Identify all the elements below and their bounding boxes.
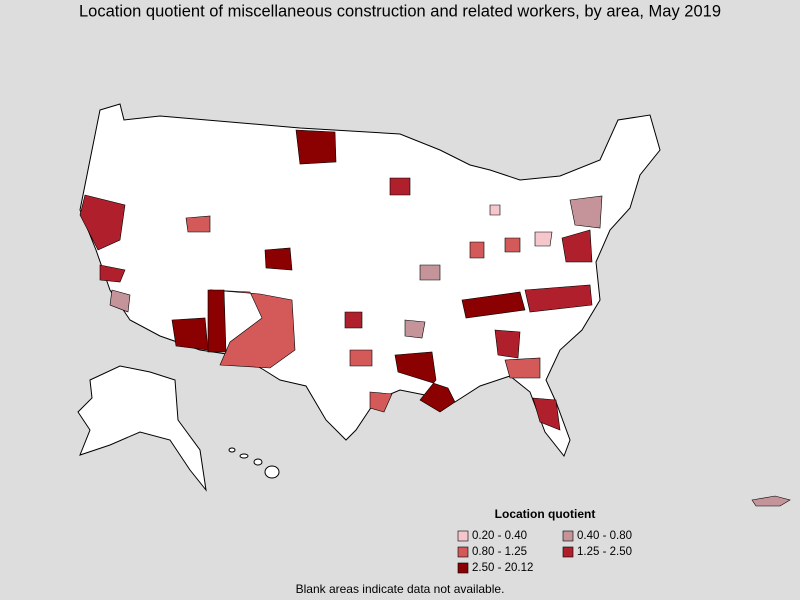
shaded-area (534, 231, 553, 247)
legend-swatch (457, 562, 469, 574)
legend-items: 0.20 - 0.40 0.40 - 0.80 0.80 - 1.25 1.25 - … (457, 530, 632, 574)
shaded-area (489, 204, 501, 216)
shaded-area (532, 397, 561, 431)
shaded-area (494, 329, 521, 359)
shaded-area (561, 229, 593, 263)
map-title: Location quotient of miscellaneous const… (79, 2, 721, 20)
shaded-area (369, 391, 393, 413)
shaded-area (504, 237, 521, 253)
shaded-area (79, 194, 126, 251)
legend-swatch (457, 546, 469, 558)
shaded-area (109, 289, 131, 313)
legend: Location quotient 0.20 - 0.40 0.40 - 0.80… (457, 507, 632, 574)
shaded-area (404, 319, 426, 339)
shaded-area (394, 351, 456, 413)
footnote: Blank areas indicate data not available. (296, 582, 505, 596)
legend-swatch (457, 530, 469, 542)
shaded-area (461, 291, 526, 319)
shaded-area (569, 195, 603, 229)
shaded-area (504, 357, 541, 379)
shaded-area (349, 349, 373, 367)
hawaii (228, 447, 280, 479)
shaded-area (469, 241, 485, 259)
legend-label: 0.80 - 1.25 (472, 546, 527, 558)
shaded-area (264, 247, 293, 271)
shaded-area (295, 129, 337, 165)
shaded-area (344, 311, 363, 329)
shaded-area (389, 177, 411, 196)
shaded-area (171, 317, 209, 351)
shaded-areas (79, 129, 603, 431)
legend-swatch (562, 546, 574, 558)
alaska (77, 365, 207, 492)
shaded-area (419, 264, 441, 281)
legend-label: 2.50 - 20.12 (472, 562, 533, 574)
shaded-area (99, 264, 126, 283)
shaded-area (207, 289, 227, 353)
legend-label: 0.40 - 0.80 (577, 530, 632, 542)
shaded-area (185, 215, 211, 233)
legend-title: Location quotient (495, 507, 596, 521)
shaded-area (209, 289, 296, 369)
legend-swatch (562, 530, 574, 542)
legend-label: 0.20 - 0.40 (472, 530, 527, 542)
legend-label: 1.25 - 2.50 (577, 546, 632, 558)
shaded-area (524, 284, 593, 313)
puerto-rico (751, 495, 791, 507)
